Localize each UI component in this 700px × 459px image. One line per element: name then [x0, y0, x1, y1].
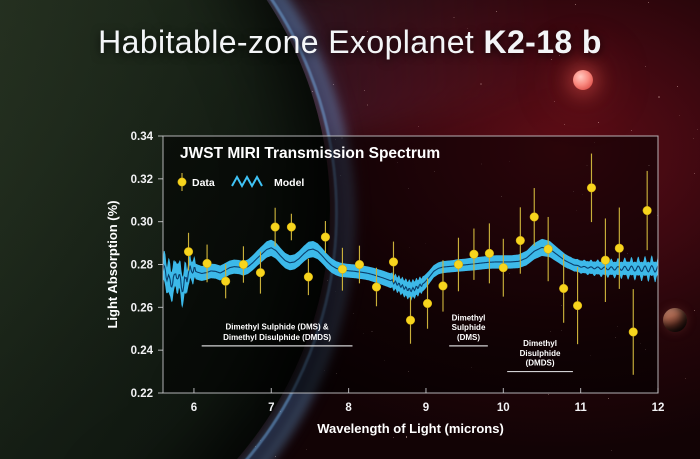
- annotation-label: Disulphide: [520, 349, 561, 358]
- annotation-label: Dimethyl Sulphide (DMS) &: [226, 322, 329, 331]
- annotation-label: Dimethyl: [452, 313, 486, 322]
- annotation-label: Dimethyl Disulphide (DMDS): [223, 333, 331, 342]
- x-tick-label: 10: [497, 402, 510, 414]
- y-tick-label: 0.24: [131, 345, 154, 357]
- y-axis-title: Light Absorption (%): [105, 200, 120, 328]
- host-star-icon: [573, 70, 593, 90]
- data-points-group: [183, 153, 652, 375]
- y-tick-label: 0.32: [131, 174, 153, 186]
- page-title-thin: Habitable-zone Exoplanet: [98, 24, 484, 60]
- x-tick-label: 12: [652, 402, 665, 414]
- annotations-group: Dimethyl Sulphide (DMS) & Dimethyl Disulp…: [201, 313, 573, 373]
- axes-group: 6 7 8 9 10 11 12 0.22 0.24 0.26 0.28 0.30 0.32 0.34: [131, 131, 665, 414]
- page-title-bold: K2-18 b: [483, 24, 602, 60]
- annotation-label: (DMS): [457, 333, 480, 342]
- y-tick-label: 0.34: [131, 131, 154, 143]
- x-tick-label: 8: [345, 402, 352, 414]
- page-title: Habitable-zone Exoplanet K2-18 b: [0, 24, 700, 61]
- y-tick-label: 0.30: [131, 217, 153, 229]
- legend-model-zigzag: [231, 174, 263, 189]
- model-uncertainty-band: [163, 238, 658, 308]
- x-tick-label: 6: [191, 402, 197, 414]
- legend-label-data: Data: [192, 177, 215, 189]
- chart-title: JWST MIRI Transmission Spectrum: [180, 145, 440, 162]
- legend-data-marker: [177, 177, 187, 187]
- chart-legend: Data Model: [177, 173, 304, 191]
- x-tick-label: 11: [575, 402, 588, 414]
- annotation-label: Sulphide: [452, 323, 486, 332]
- annotation-label: (DMDS): [526, 359, 555, 368]
- companion-planet-icon: [663, 308, 687, 332]
- annotation-label: Dimethyl: [523, 339, 557, 348]
- x-axis-title: Wavelength of Light (microns): [317, 421, 504, 436]
- x-tick-label: 7: [268, 402, 274, 414]
- x-tick-label: 9: [423, 402, 429, 414]
- y-tick-label: 0.28: [131, 260, 154, 272]
- legend-label-model: Model: [274, 177, 304, 189]
- y-tick-label: 0.26: [131, 302, 153, 314]
- y-tick-label: 0.22: [131, 388, 153, 400]
